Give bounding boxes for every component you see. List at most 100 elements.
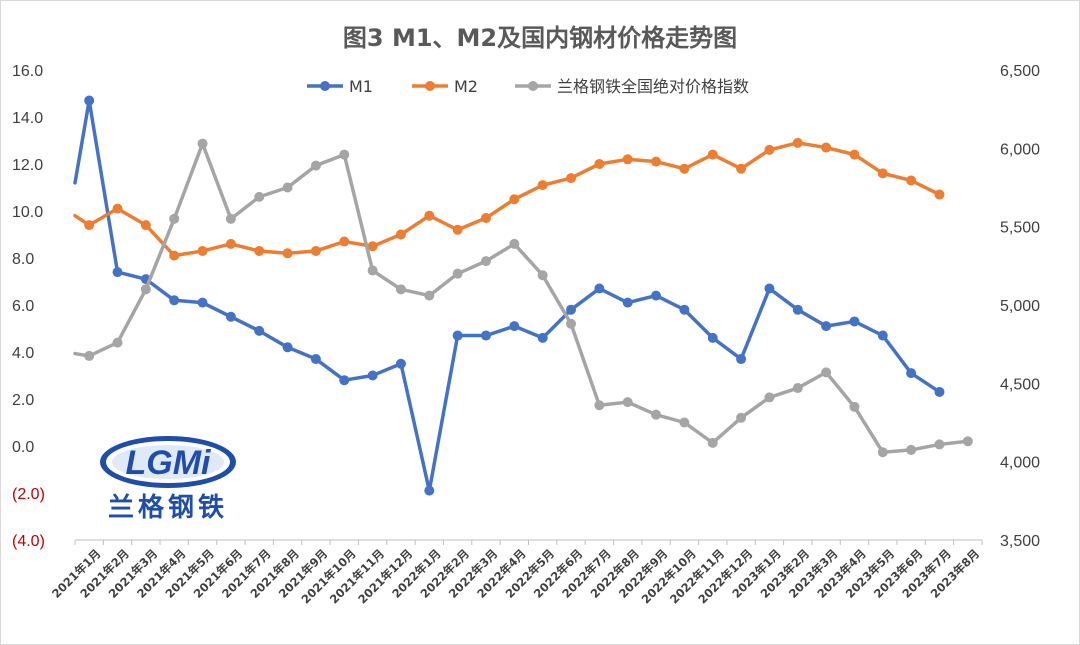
data-point	[707, 149, 718, 160]
data-point	[424, 210, 435, 221]
data-point	[395, 284, 406, 295]
data-point	[112, 203, 123, 214]
y-left-tick-label: 2.0	[12, 392, 34, 409]
data-point	[877, 168, 888, 179]
data-point	[821, 321, 832, 332]
data-point	[112, 267, 123, 278]
data-point	[792, 304, 803, 315]
data-point	[197, 297, 208, 308]
data-point	[452, 330, 463, 341]
y-left-tick-label: 0.0	[12, 439, 34, 456]
data-point	[821, 367, 832, 378]
y-left-tick-label: (2.0)	[12, 486, 45, 503]
data-point	[622, 297, 633, 308]
data-point	[849, 401, 860, 412]
y-right-tick-label: 5,000	[1000, 298, 1040, 315]
data-point	[679, 417, 690, 428]
data-point	[254, 325, 265, 336]
data-point	[452, 268, 463, 279]
data-point	[594, 400, 605, 411]
y-right-tick-label: 3,500	[1000, 533, 1040, 550]
y-right-tick-label: 4,500	[1000, 376, 1040, 393]
y-left-tick-label: 12.0	[12, 157, 43, 174]
data-point	[537, 180, 548, 191]
y-left-tick-label: 6.0	[12, 298, 34, 315]
data-point	[310, 245, 321, 256]
data-point	[367, 370, 378, 381]
data-point	[225, 311, 236, 322]
data-point	[310, 160, 321, 171]
y-left-tick-label: (4.0)	[12, 533, 45, 550]
data-point	[424, 290, 435, 301]
data-point	[934, 439, 945, 450]
data-point	[707, 332, 718, 343]
data-point	[310, 354, 321, 365]
data-point	[821, 142, 832, 153]
data-point	[424, 485, 435, 496]
data-point	[367, 241, 378, 252]
y-left-tick-label: 10.0	[12, 204, 43, 221]
data-point	[651, 156, 662, 167]
data-point	[679, 163, 690, 174]
data-point	[509, 321, 520, 332]
legend-label: M1	[349, 77, 373, 96]
data-point	[566, 318, 577, 329]
y-right-tick-label: 5,500	[1000, 220, 1040, 237]
data-point	[140, 284, 151, 295]
lange-logo: LGMi 兰格钢铁	[100, 436, 236, 523]
data-point	[480, 256, 491, 267]
y-right-tick-label: 4,000	[1000, 455, 1040, 472]
logo-text: LGMi	[126, 444, 213, 482]
data-point	[764, 144, 775, 155]
data-point	[480, 330, 491, 341]
chart-title: 图3 M1、M2及国内钢材价格走势图	[342, 24, 738, 52]
series-line	[73, 98, 942, 493]
data-point	[566, 304, 577, 315]
y-right-tick-label: 6,000	[1000, 141, 1040, 158]
data-point	[906, 175, 917, 186]
data-point	[764, 392, 775, 403]
data-point	[849, 316, 860, 327]
data-point	[622, 154, 633, 165]
data-point	[906, 368, 917, 379]
data-point	[225, 213, 236, 224]
data-point	[651, 409, 662, 420]
data-point	[84, 220, 95, 231]
data-point	[254, 191, 265, 202]
data-point	[566, 173, 577, 184]
data-point	[736, 354, 747, 365]
data-point	[509, 194, 520, 205]
legend-marker	[320, 81, 330, 91]
data-point	[877, 330, 888, 341]
data-point	[962, 436, 973, 447]
data-point	[84, 350, 95, 361]
data-point	[169, 295, 180, 306]
data-point	[622, 397, 633, 408]
data-point	[112, 337, 123, 348]
data-point	[849, 149, 860, 160]
data-point	[736, 163, 747, 174]
series-line	[73, 141, 970, 455]
data-point	[934, 189, 945, 200]
data-point	[537, 270, 548, 281]
data-point	[339, 375, 350, 386]
data-point	[594, 283, 605, 294]
data-point	[140, 220, 151, 231]
data-point	[934, 386, 945, 397]
data-point	[651, 290, 662, 301]
legend-marker	[425, 81, 435, 91]
y-left-tick-label: 4.0	[12, 345, 34, 362]
data-point	[707, 437, 718, 448]
data-point	[225, 238, 236, 249]
data-point	[537, 332, 548, 343]
data-point	[906, 444, 917, 455]
data-point	[282, 342, 293, 353]
data-point	[169, 213, 180, 224]
data-point	[764, 283, 775, 294]
y-right-tick-label: 6,500	[1000, 63, 1040, 80]
data-point	[480, 213, 491, 224]
data-point	[679, 304, 690, 315]
data-point	[282, 248, 293, 259]
